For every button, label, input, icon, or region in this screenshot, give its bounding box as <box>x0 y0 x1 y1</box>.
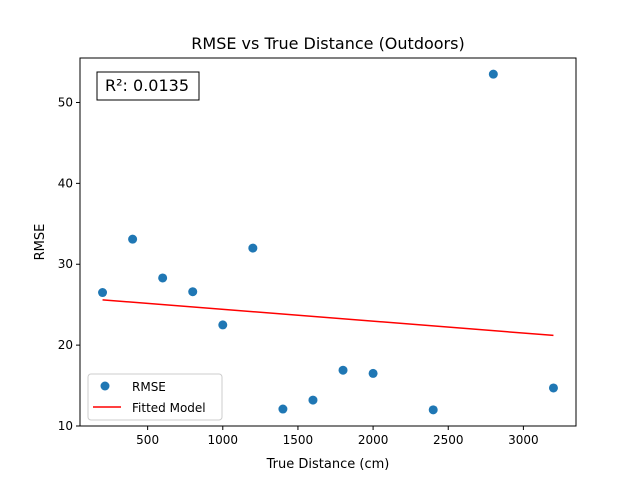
x-axis-label: True Distance (cm) <box>266 457 390 472</box>
x-tick-label: 2000 <box>358 433 389 447</box>
y-tick-label: 20 <box>58 338 73 352</box>
rmse-data-point <box>488 69 498 79</box>
rmse-data-point <box>548 383 558 393</box>
rmse-data-point <box>248 243 258 253</box>
y-tick-label: 10 <box>58 419 73 433</box>
rmse-data-point <box>368 368 378 378</box>
fitted-model-line <box>102 299 554 337</box>
y-tick-label: 50 <box>58 95 73 109</box>
rmse-data-point <box>428 405 438 415</box>
x-tick-label: 2500 <box>433 433 464 447</box>
rmse-data-point <box>308 395 318 405</box>
x-tick-label: 1000 <box>208 433 239 447</box>
rmse-data-point <box>188 287 198 297</box>
legend-box <box>87 373 223 421</box>
legend-fitted-model-label: Fitted Model <box>132 401 206 415</box>
rmse-data-point <box>218 320 228 330</box>
legend-rmse-marker <box>100 381 110 391</box>
rmse-data-point <box>278 404 288 414</box>
rmse-data-point <box>338 365 348 375</box>
r-squared-annotation: R²: 0.0135 <box>105 76 189 95</box>
chart-title: RMSE vs True Distance (Outdoors) <box>191 34 464 53</box>
y-axis-label: RMSE <box>33 224 48 261</box>
x-tick-label: 1500 <box>283 433 314 447</box>
r-squared-box <box>96 71 200 101</box>
y-tick-label: 40 <box>58 176 73 190</box>
rmse-data-point <box>128 234 138 244</box>
rmse-data-point <box>158 273 168 283</box>
plot-frame <box>79 57 577 427</box>
rmse-data-point <box>98 288 108 298</box>
x-tick-label: 500 <box>136 433 159 447</box>
plot-area: 500 1000 1500 2000 2500 3000 10 20 30 40 50 R²: 0.0… <box>58 57 577 447</box>
y-tick-label: 30 <box>58 257 73 271</box>
legend-rmse-label: RMSE <box>132 380 166 394</box>
x-tick-label: 3000 <box>508 433 539 447</box>
